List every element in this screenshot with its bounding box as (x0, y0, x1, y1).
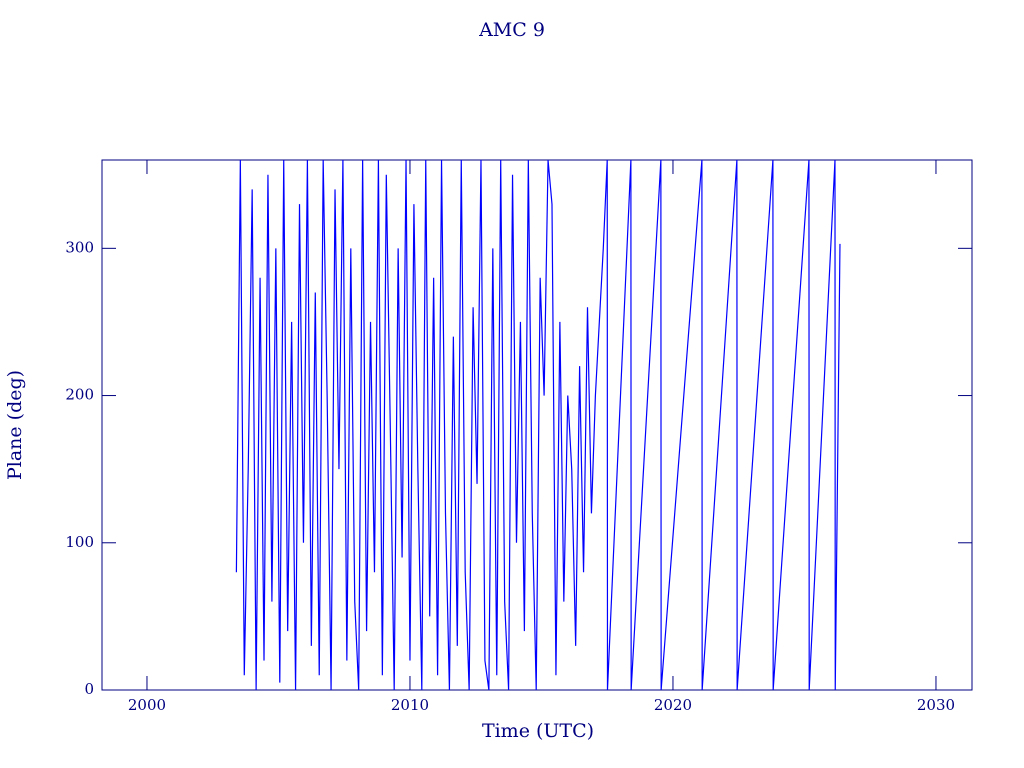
plot-frame (101, 159, 973, 691)
y-tick-label: 300 (65, 238, 94, 256)
x-tick-label: 2000 (128, 696, 166, 714)
data-line (235, 159, 841, 691)
chart-title: AMC 9 (478, 19, 545, 41)
y-tick-label: 100 (65, 533, 94, 551)
x-axis-label: Time (UTC) (482, 720, 594, 742)
x-tick-label: 2030 (917, 696, 955, 714)
x-tick-label: 2020 (654, 696, 692, 714)
x-tick-label: 2010 (391, 696, 429, 714)
y-tick-label: 0 (84, 680, 94, 698)
y-axis-label: Plane (deg) (4, 370, 26, 480)
y-tick-label: 200 (65, 386, 94, 404)
